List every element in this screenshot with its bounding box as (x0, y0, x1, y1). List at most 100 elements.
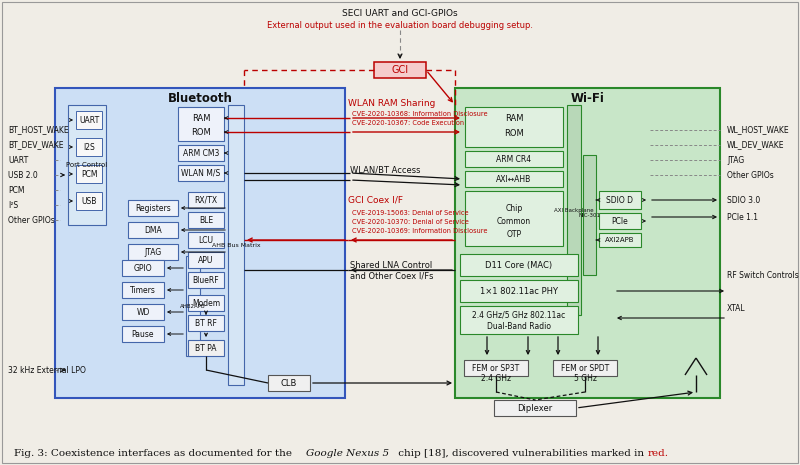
Text: SDIO D: SDIO D (606, 195, 634, 205)
Text: CVE-2020-10370: Denial of Service: CVE-2020-10370: Denial of Service (352, 219, 469, 225)
Bar (465, 191, 563, 246)
Bar (228, 105, 244, 385)
Text: AXI2APB: AXI2APB (606, 237, 634, 243)
Bar (464, 360, 528, 376)
Text: ARM CM3: ARM CM3 (183, 148, 219, 158)
Text: DMA: DMA (144, 226, 162, 234)
Text: FEM or SP3T: FEM or SP3T (472, 364, 520, 372)
Bar (188, 272, 224, 288)
Text: JTAG: JTAG (727, 155, 744, 165)
Text: Common: Common (497, 217, 531, 226)
Bar (465, 107, 563, 147)
Text: Diplexer: Diplexer (518, 404, 553, 412)
Text: I2S: I2S (83, 142, 95, 152)
Text: Shared LNA Control: Shared LNA Control (350, 260, 432, 270)
Bar (122, 260, 164, 276)
Text: OTP: OTP (506, 230, 522, 239)
Text: WLAN/BT Access: WLAN/BT Access (350, 166, 421, 174)
Text: UART: UART (8, 155, 28, 165)
Text: Fig. 3: Coexistence interfaces as documented for the: Fig. 3: Coexistence interfaces as docume… (14, 449, 295, 458)
Bar (68, 105, 106, 225)
Text: CVE-2020-10369: Information Disclosure: CVE-2020-10369: Information Disclosure (352, 228, 487, 234)
Text: ROM: ROM (191, 127, 211, 137)
Text: BLE: BLE (199, 215, 213, 225)
Text: Chip: Chip (506, 204, 522, 213)
Text: RAM: RAM (192, 113, 210, 122)
Text: AHB2APB: AHB2APB (180, 304, 206, 308)
Text: Other GPIOs: Other GPIOs (727, 171, 774, 179)
Bar (178, 145, 224, 161)
Text: Port Control: Port Control (66, 162, 108, 168)
Bar (599, 213, 641, 229)
Text: APU: APU (198, 255, 214, 265)
Bar (188, 315, 224, 331)
Text: USB 2.0: USB 2.0 (8, 171, 38, 179)
Text: UART: UART (79, 115, 99, 125)
Bar (465, 151, 563, 167)
Text: BT_HOST_WAKE: BT_HOST_WAKE (8, 126, 69, 134)
Bar (460, 254, 578, 276)
Bar (128, 244, 178, 260)
Text: Registers: Registers (135, 204, 171, 213)
Bar (374, 62, 426, 78)
Bar (460, 280, 578, 302)
Bar (76, 165, 102, 183)
Text: BlueRF: BlueRF (193, 275, 219, 285)
Text: Dual-Band Radio: Dual-Band Radio (487, 321, 551, 331)
Text: FEM or SPDT: FEM or SPDT (561, 364, 609, 372)
Text: SDIO 3.0: SDIO 3.0 (727, 195, 760, 205)
Bar (583, 155, 596, 275)
Text: CVE-2020-10368: Information Disclosure: CVE-2020-10368: Information Disclosure (352, 111, 488, 117)
Text: ARM CR4: ARM CR4 (497, 154, 531, 164)
Text: SECI UART and GCI-GPIOs: SECI UART and GCI-GPIOs (342, 9, 458, 19)
Text: 2.4 GHz: 2.4 GHz (481, 373, 511, 383)
Bar (599, 233, 641, 247)
Text: AXI Backplane: AXI Backplane (554, 207, 594, 213)
Bar (599, 191, 641, 209)
Bar (553, 360, 617, 376)
Text: I²S: I²S (8, 200, 18, 210)
Bar (465, 171, 563, 187)
Text: WD: WD (136, 307, 150, 317)
Bar (76, 192, 102, 210)
Text: ROM: ROM (504, 128, 524, 138)
Text: 5 GHz: 5 GHz (574, 373, 597, 383)
Text: CLB: CLB (281, 379, 297, 387)
Bar (122, 282, 164, 298)
Text: JTAG: JTAG (144, 247, 162, 257)
Bar (76, 138, 102, 156)
Text: External output used in the evaluation board debugging setup.: External output used in the evaluation b… (267, 20, 533, 29)
Text: red.: red. (648, 449, 669, 458)
Text: 1×1 802.11ac PHY: 1×1 802.11ac PHY (480, 286, 558, 295)
Text: chip [18], discovered vulnerabilities marked in: chip [18], discovered vulnerabilities ma… (395, 449, 647, 458)
Bar (186, 256, 200, 356)
Text: AXI↔AHB: AXI↔AHB (496, 174, 532, 184)
Bar (455, 88, 720, 398)
Text: WLAN M/S: WLAN M/S (182, 168, 221, 178)
Bar (128, 222, 178, 238)
Text: WL_DEV_WAKE: WL_DEV_WAKE (727, 140, 785, 150)
Text: Bluetooth: Bluetooth (167, 92, 233, 105)
Text: RF Switch Controls: RF Switch Controls (727, 271, 798, 279)
Bar (122, 326, 164, 342)
Text: NIC-301: NIC-301 (578, 213, 601, 218)
Text: 2.4 GHz/5 GHz 802.11ac: 2.4 GHz/5 GHz 802.11ac (472, 311, 566, 319)
Text: Other GPIOs: Other GPIOs (8, 215, 54, 225)
Text: RX/TX: RX/TX (194, 195, 218, 205)
Bar (55, 88, 345, 398)
Text: PCIe 1.1: PCIe 1.1 (727, 213, 758, 221)
Text: GCI Coex I/F: GCI Coex I/F (348, 195, 403, 205)
Text: XTAL: XTAL (727, 304, 746, 312)
Bar (178, 165, 224, 181)
Bar (122, 304, 164, 320)
Text: PCIe: PCIe (612, 217, 628, 226)
Text: Wi-Fi: Wi-Fi (570, 92, 605, 105)
Text: PCM: PCM (8, 186, 25, 194)
Bar (188, 252, 224, 268)
Bar (268, 375, 310, 391)
Text: PCM: PCM (81, 170, 98, 179)
Text: Modem: Modem (192, 299, 220, 307)
Text: Timers: Timers (130, 286, 156, 294)
Bar (128, 200, 178, 216)
Text: Pause: Pause (132, 330, 154, 339)
